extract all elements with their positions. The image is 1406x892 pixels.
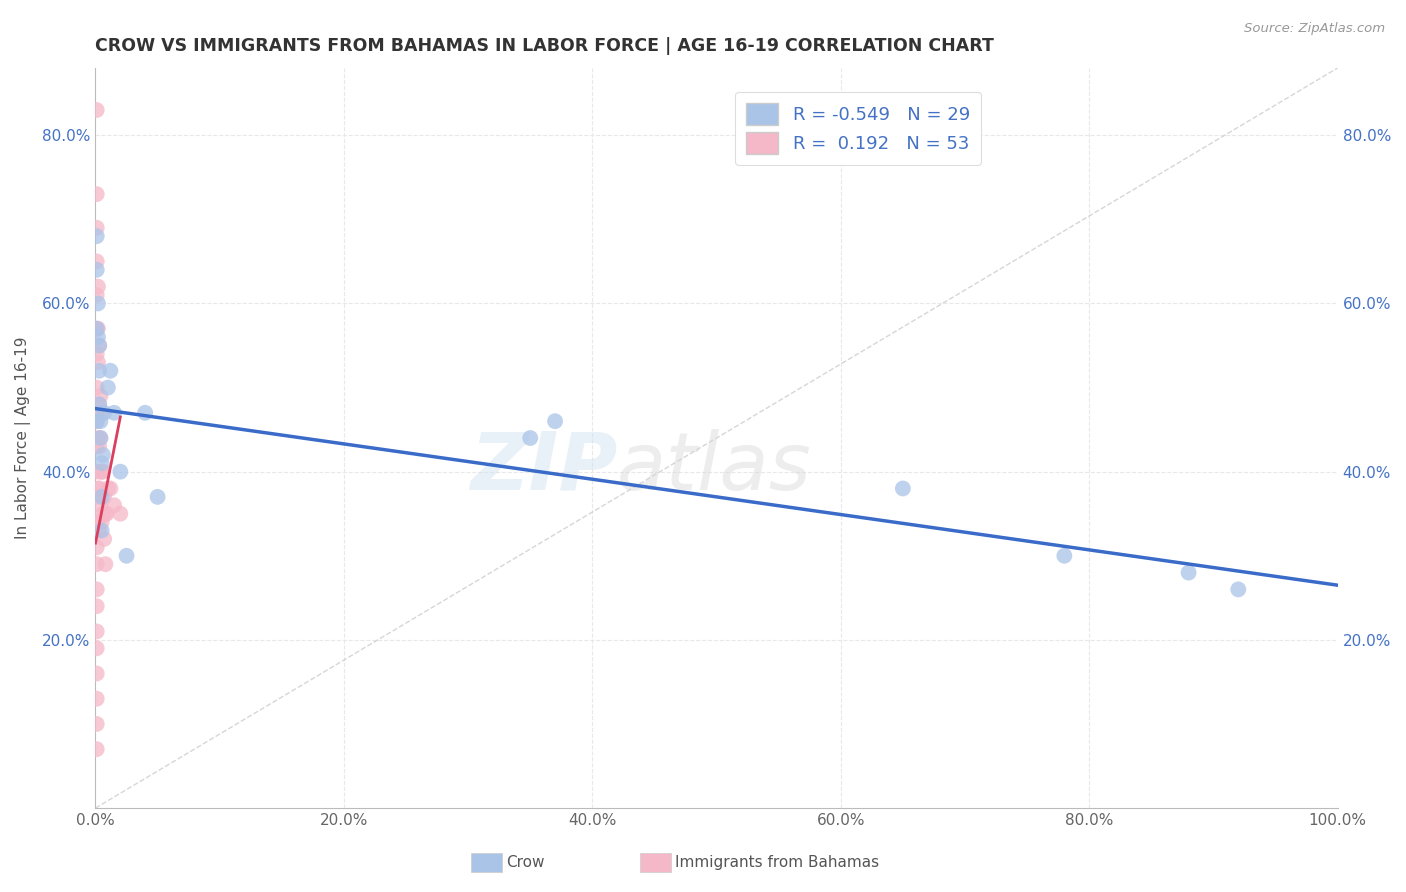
Text: ZIP: ZIP	[470, 429, 617, 507]
Point	[89, 465, 111, 479]
Point	[86, 321, 108, 335]
Point	[97, 380, 120, 394]
Point	[87, 321, 110, 335]
Point	[86, 254, 108, 268]
Point	[86, 229, 108, 244]
Point	[544, 414, 567, 428]
Text: CROW VS IMMIGRANTS FROM BAHAMAS IN LABOR FORCE | AGE 16-19 CORRELATION CHART: CROW VS IMMIGRANTS FROM BAHAMAS IN LABOR…	[96, 37, 994, 55]
Point	[90, 406, 112, 420]
Point	[90, 490, 112, 504]
Point	[86, 103, 108, 117]
Point	[87, 296, 110, 310]
Point	[891, 482, 914, 496]
Point	[89, 389, 111, 403]
Point	[89, 397, 111, 411]
Point	[89, 482, 111, 496]
Point	[87, 406, 110, 420]
Point	[93, 532, 115, 546]
Point	[86, 666, 108, 681]
Point	[134, 406, 156, 420]
Point	[90, 465, 112, 479]
Point	[87, 355, 110, 369]
Point	[87, 330, 110, 344]
Point	[1227, 582, 1250, 597]
Point	[89, 397, 111, 411]
Legend: R = -0.549   N = 29, R =  0.192   N = 53: R = -0.549 N = 29, R = 0.192 N = 53	[735, 92, 981, 165]
Point	[86, 220, 108, 235]
Point	[86, 717, 108, 731]
Y-axis label: In Labor Force | Age 16-19: In Labor Force | Age 16-19	[15, 337, 31, 540]
Point	[146, 490, 169, 504]
Point	[97, 482, 120, 496]
Point	[110, 465, 132, 479]
Point	[89, 414, 111, 428]
Point	[86, 641, 108, 656]
Point	[87, 482, 110, 496]
Point	[89, 431, 111, 445]
Point	[86, 490, 108, 504]
Point	[86, 624, 108, 639]
Point	[89, 338, 111, 352]
Point	[86, 582, 108, 597]
Point	[89, 524, 111, 538]
Point	[86, 414, 108, 428]
Point	[96, 507, 118, 521]
Point	[90, 456, 112, 470]
Point	[86, 414, 108, 428]
Point	[100, 482, 122, 496]
Point	[93, 490, 115, 504]
Point	[87, 279, 110, 293]
Point	[91, 448, 114, 462]
Point	[86, 288, 108, 302]
Point	[100, 364, 122, 378]
Point	[86, 742, 108, 756]
Point	[86, 262, 108, 277]
Text: Immigrants from Bahamas: Immigrants from Bahamas	[675, 855, 879, 870]
Point	[86, 515, 108, 529]
Text: Crow: Crow	[506, 855, 544, 870]
Point	[90, 524, 112, 538]
Text: atlas: atlas	[617, 429, 811, 507]
Point	[1177, 566, 1199, 580]
Point	[86, 347, 108, 361]
Text: Source: ZipAtlas.com: Source: ZipAtlas.com	[1244, 22, 1385, 36]
Point	[89, 364, 111, 378]
Point	[94, 557, 117, 571]
Point	[103, 498, 125, 512]
Point	[89, 431, 111, 445]
Point	[1053, 549, 1076, 563]
Point	[87, 515, 110, 529]
Point	[86, 321, 108, 335]
Point	[87, 431, 110, 445]
Point	[519, 431, 541, 445]
Point	[91, 465, 114, 479]
Point	[93, 406, 115, 420]
Point	[89, 338, 111, 352]
Point	[86, 691, 108, 706]
Point	[86, 439, 108, 453]
Point	[86, 557, 108, 571]
Point	[86, 541, 108, 555]
Point	[91, 507, 114, 521]
Point	[89, 498, 111, 512]
Point	[110, 507, 132, 521]
Point	[86, 187, 108, 202]
Point	[89, 439, 111, 453]
Point	[94, 507, 117, 521]
Point	[86, 599, 108, 614]
Point	[115, 549, 138, 563]
Point	[103, 406, 125, 420]
Point	[90, 515, 112, 529]
Point	[86, 465, 108, 479]
Point	[86, 380, 108, 394]
